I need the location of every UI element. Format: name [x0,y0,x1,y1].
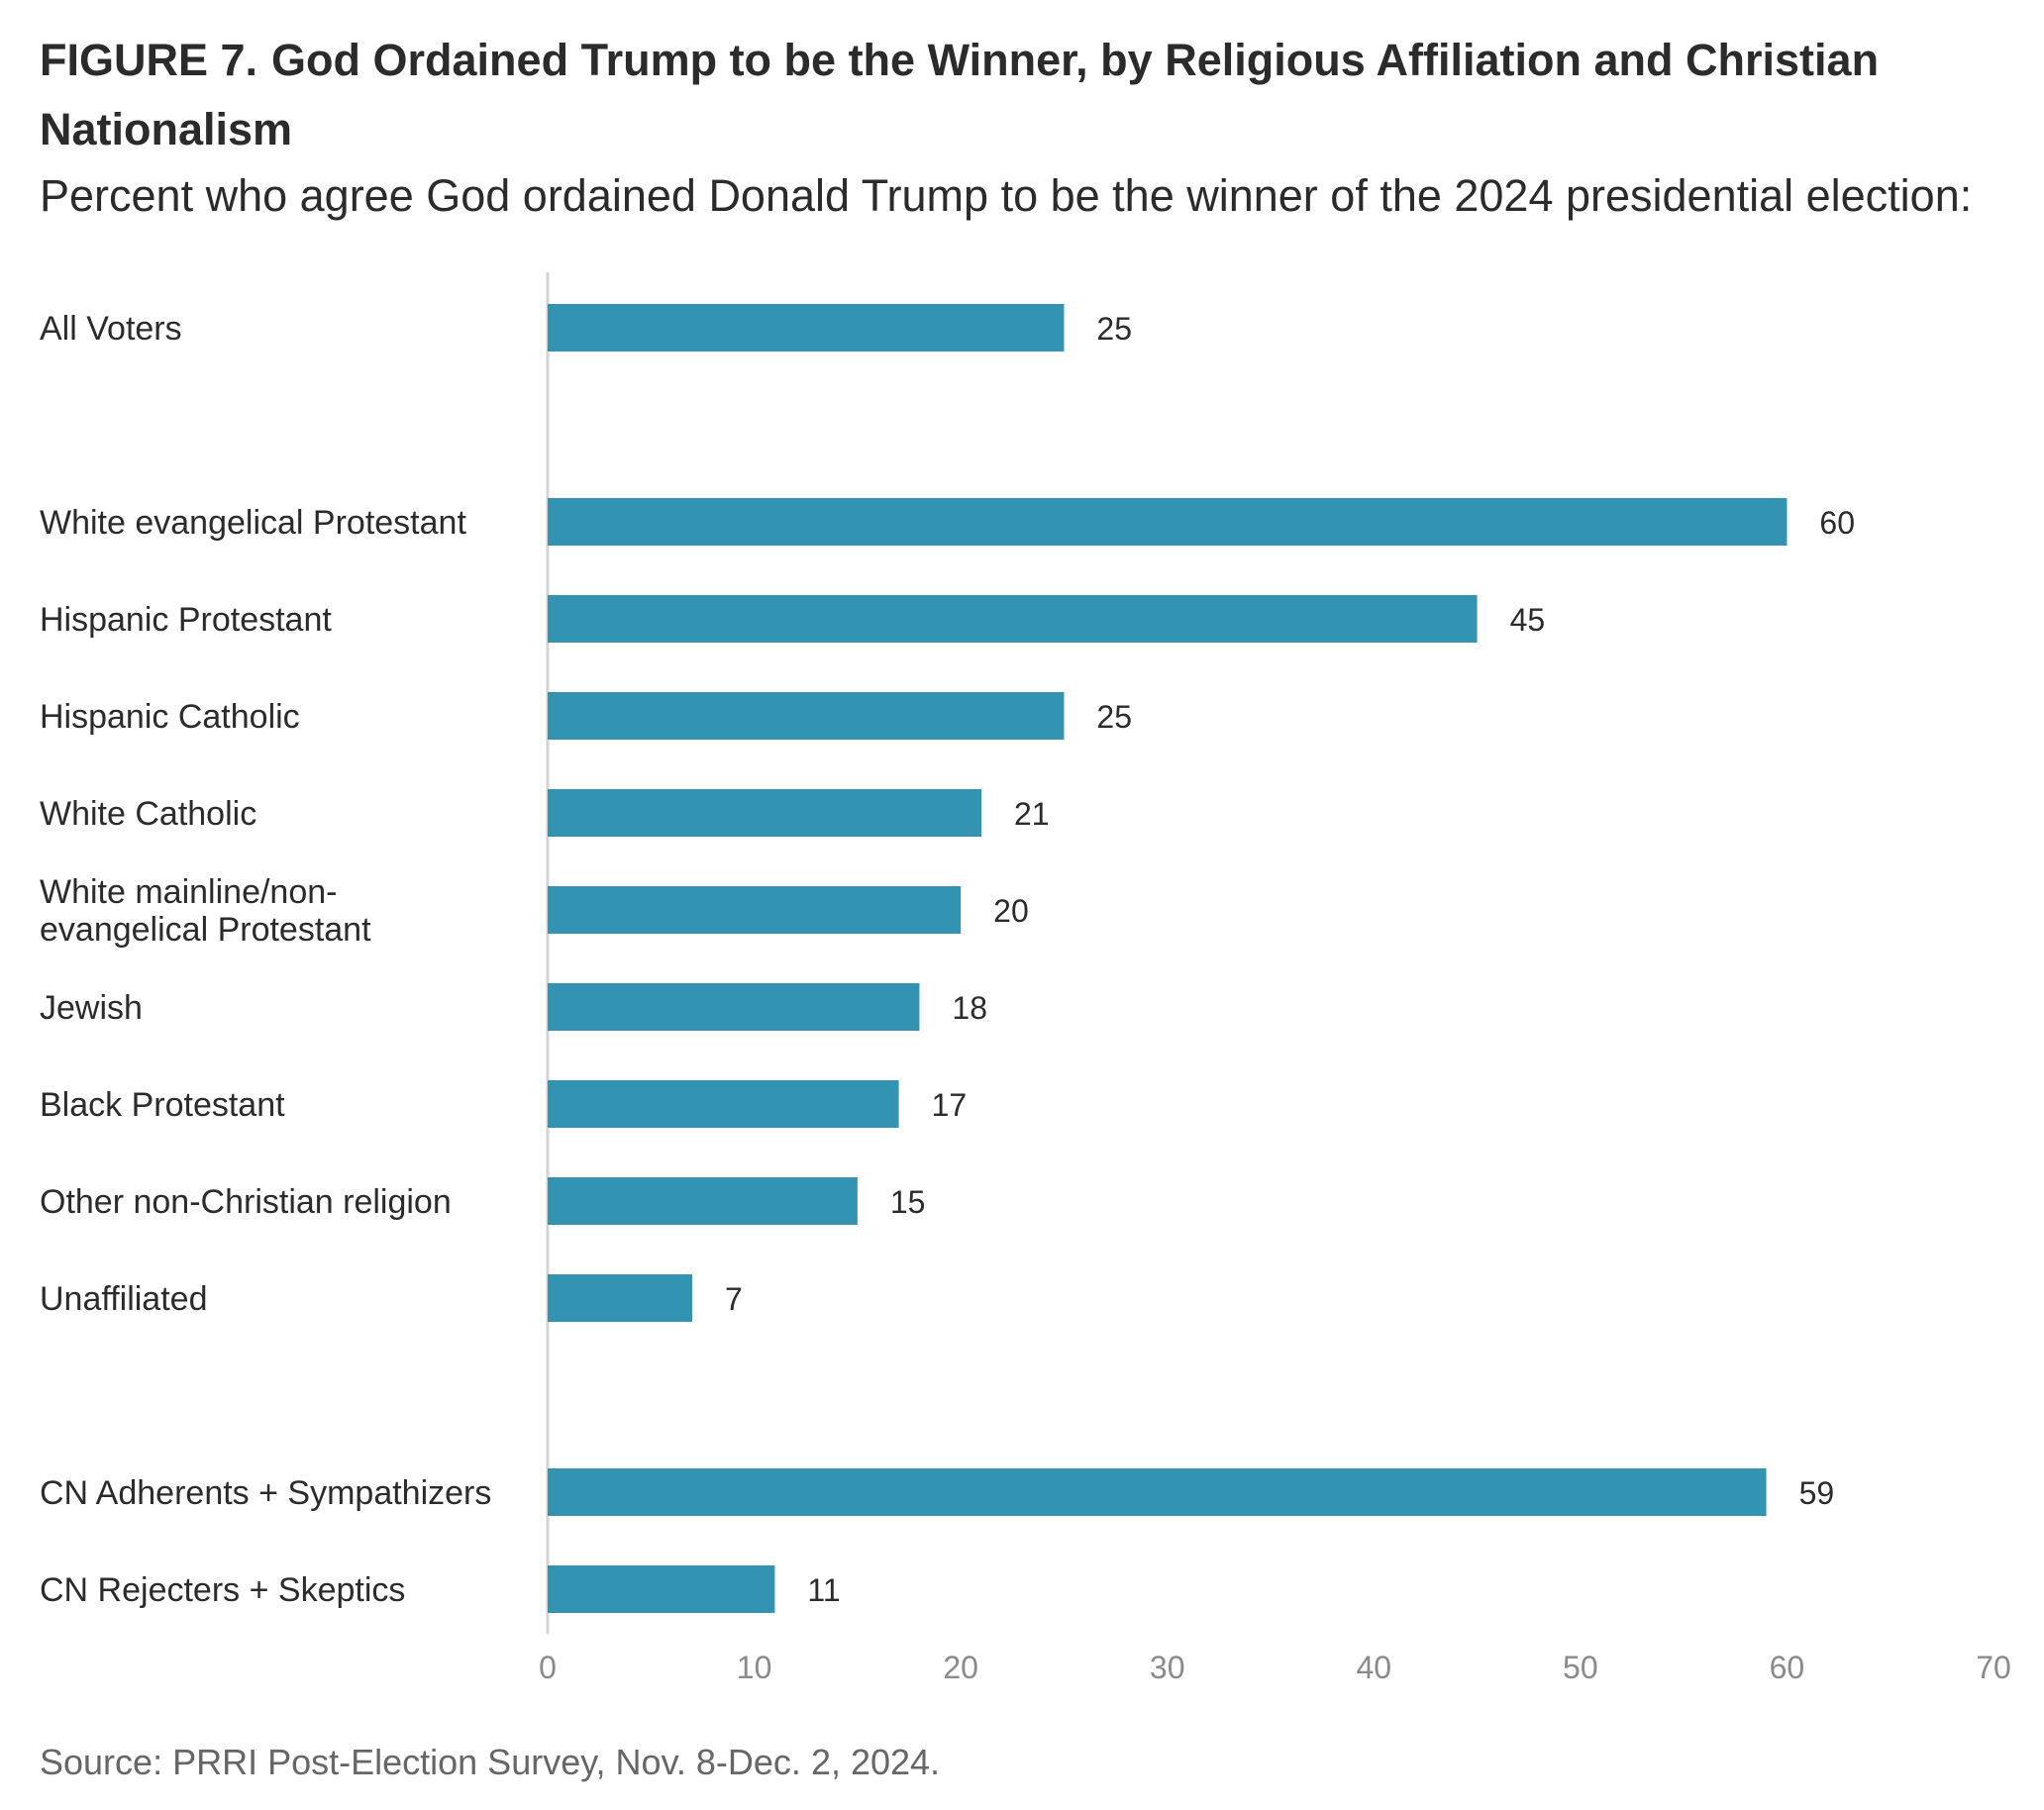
bar-6 [548,983,920,1031]
bar-8 [548,1177,858,1225]
data-label-11: 11 [807,1572,840,1608]
x-tick-label-3: 30 [1150,1650,1185,1685]
data-label-1: 60 [1819,505,1855,541]
data-label-6: 18 [952,990,987,1026]
data-label-0: 25 [1096,311,1132,347]
data-label-2: 45 [1510,602,1546,638]
category-label-0: All Voters [40,310,182,348]
x-tick-label-5: 50 [1563,1650,1598,1685]
bar-7 [548,1080,899,1128]
x-tick-label-2: 20 [943,1650,978,1685]
source-note: Source: PRRI Post-Election Survey, Nov. … [40,1742,941,1782]
category-label-6: Jewish [40,989,143,1027]
data-label-8: 15 [890,1184,926,1220]
data-label-9: 7 [725,1281,743,1317]
bar-5 [548,886,962,934]
category-label-1: White evangelical Protestant [40,504,466,542]
category-label-10: CN Adherents + Sympathizers [40,1474,491,1512]
bar-4 [548,789,981,837]
bar-0 [548,304,1065,352]
category-label-3: Hispanic Catholic [40,698,300,736]
bar-9 [548,1274,692,1322]
category-label-7: Black Protestant [40,1086,285,1124]
data-label-7: 17 [932,1087,968,1123]
category-label-2: Hispanic Protestant [40,601,332,639]
data-label-5: 20 [993,893,1029,929]
x-tick-label-4: 40 [1356,1650,1391,1685]
bar-11 [548,1565,775,1613]
x-tick-label-1: 10 [737,1650,772,1685]
data-label-3: 25 [1096,699,1132,735]
figure-label: FIGURE 7. [40,35,258,85]
data-label-4: 21 [1014,796,1050,832]
x-tick-label-0: 0 [539,1650,557,1685]
bar-2 [548,595,1478,643]
x-tick-label-6: 60 [1770,1650,1805,1685]
category-label-5: White mainline/non-evangelical Protestan… [40,873,371,949]
title-text: God Ordained Trump to be the Winner, by … [40,35,1880,154]
chart-subtitle: Percent who agree God ordained Donald Tr… [40,170,1973,221]
data-label-10: 59 [1799,1475,1835,1511]
bar-3 [548,692,1065,740]
category-label-11: CN Rejecters + Skeptics [40,1571,405,1609]
bar-10 [548,1468,1767,1516]
category-label-4: White Catholic [40,795,256,833]
bar-1 [548,498,1788,546]
category-label-9: Unaffiliated [40,1280,208,1318]
bar-chart: 25 All Voters 60 White evangelical Protesta… [40,272,2011,1685]
category-label-8: Other non-Christian religion [40,1183,452,1221]
x-tick-label-7: 70 [1976,1650,2011,1685]
chart-title: FIGURE 7. God Ordained Trump to be the Wi… [40,26,2010,164]
